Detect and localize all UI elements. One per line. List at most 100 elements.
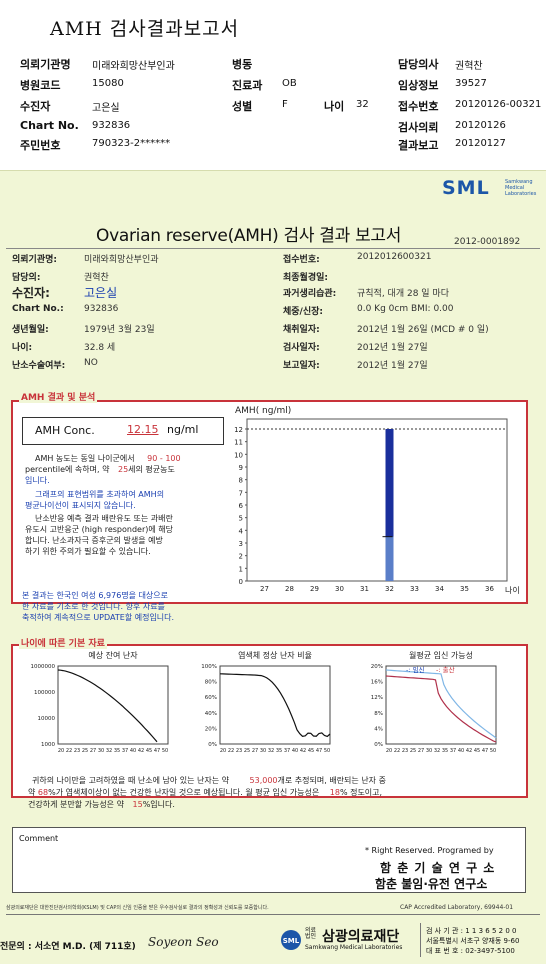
summary-e: % 정도이고, — [339, 788, 383, 797]
right-info-label-0: 접수번호: — [283, 255, 320, 265]
para3-line2: 유도시 고반응군 (high responder)에 해당 — [25, 525, 173, 534]
doctor-signature-line: 전문의 : 서소연 M.D. (제 711호) — [0, 942, 136, 952]
patient-value: 고은실 — [92, 103, 120, 114]
age-section-title: 나이에 따른 기본 자료 — [19, 636, 107, 649]
para1-pct: 25 — [117, 465, 129, 474]
ward-label: 병동 — [232, 58, 253, 71]
svg-text:SML: SML — [283, 937, 300, 945]
c1-x-tick: 45 — [146, 748, 152, 754]
c1-x-tick: 30 — [98, 748, 104, 754]
c3-x-tick: 50 — [490, 748, 496, 754]
lab-reg-no: 검 사 기 관 : 1 1 3 6 5 2 0 0 — [426, 927, 517, 935]
c2-x-tick: 32 — [268, 748, 274, 754]
summary-d: %가 염색체이상이 없는 건강한 난자일 것으로 예상됩니다. 월 평균 임신 … — [48, 788, 320, 797]
c3-plot — [385, 665, 497, 745]
para1-a: AMH 농도는 동일 나이군에서 — [35, 454, 135, 463]
footer-vertical-divider — [420, 923, 421, 957]
c1-x-tick: 42 — [138, 748, 144, 754]
amh-x-axis-label: 나이 — [505, 585, 520, 595]
institute-name-2: 함춘 불임·유전 연구소 — [375, 877, 488, 891]
c2-x-tick: 22 — [228, 748, 234, 754]
code-value: 15080 — [92, 78, 124, 89]
left-info-label-3: Chart No.: — [12, 304, 64, 314]
left-info-value-0: 미래와희망산부인과 — [84, 255, 159, 265]
amh-y-tick-label: 1 — [239, 565, 243, 573]
summary-norm: 68 — [37, 788, 49, 797]
c2-x-tick: 45 — [308, 748, 314, 754]
chart-value: 932836 — [92, 120, 131, 131]
pregnancy-curve — [385, 669, 497, 739]
c1-x-tick: 35 — [114, 748, 120, 754]
left-info-value-6: NO — [84, 358, 98, 368]
clinical-label: 임상정보 — [398, 79, 439, 92]
left-info-value-3: 932836 — [84, 304, 119, 314]
institution-value: 미래와희망산부인과 — [92, 61, 175, 72]
c1-x-tick: 47 — [154, 748, 160, 754]
c2-x-tick: 27 — [252, 748, 258, 754]
amh-note-text: 그래프의 표현범위를 초과하여 AMH의 평균나이선이 표시되지 않습니다. — [25, 489, 164, 511]
c2-x-tick: 47 — [316, 748, 322, 754]
amh-value-bar — [385, 429, 394, 537]
dept-label: 진료과 — [232, 79, 263, 92]
para4-line2: 한 자료를 기초로 한 것입니다. 향후 자료를 — [22, 602, 165, 611]
amh-y-tick-label: 7 — [239, 489, 243, 497]
c3-y-tick: 8% — [374, 711, 383, 717]
lab-phone: 대 표 번 호 : 02-3497-5100 — [426, 947, 515, 955]
c2-y-tick: 40% — [205, 711, 217, 717]
receipt-label: 접수번호 — [398, 100, 439, 113]
footer-divider — [6, 914, 540, 915]
amh-y-tick-label: 10 — [234, 451, 243, 459]
c2-x-tick: 35 — [276, 748, 282, 754]
para1-d: 입니다. — [25, 476, 50, 485]
c2-x-tick: 40 — [292, 748, 298, 754]
amh-x-tick-label: 36 — [485, 585, 494, 593]
c1-x-tick: 32 — [106, 748, 112, 754]
para3-line3: 합니다. 난소과자극 증후군의 발생을 예방 — [25, 536, 163, 545]
c2-x-tick: 42 — [300, 748, 306, 754]
foundation-name: 삼광의료재단 — [322, 929, 400, 945]
left-info-label-6: 난소수술여부: — [12, 361, 66, 371]
c3-x-tick: 30 — [426, 748, 432, 754]
institution-label: 의뢰기관명 — [20, 58, 71, 71]
amh-conc-label: AMH Conc. — [35, 424, 95, 437]
right-info-label-4: 채취일자: — [283, 325, 320, 335]
right-info-label-6: 보고일자: — [283, 361, 320, 371]
amh-x-tick-label: 34 — [435, 585, 444, 593]
amh-y-tick-label: 5 — [239, 515, 243, 523]
c3-x-tick: 42 — [466, 748, 472, 754]
amh-y-axis-label: AMH( ng/ml) — [235, 406, 291, 416]
amh-y-tick-label: 0 — [239, 578, 243, 586]
amh-plot-area — [246, 418, 508, 582]
rrn-label: 주민번호 — [20, 139, 61, 152]
para1-b: percentile에 속하며, 약 — [25, 465, 110, 474]
amh-x-tick-label: 31 — [360, 585, 369, 593]
receipt-value: 20120126-00321 — [455, 99, 542, 110]
sex-value: F — [282, 99, 288, 110]
para4-line1: 본 결과는 한국인 여성 6,976명을 대상으로 — [22, 591, 169, 600]
amh-y-tick-label: 4 — [239, 527, 244, 535]
comment-box: Comment — [12, 827, 526, 893]
c2-y-tick: 20% — [205, 726, 217, 732]
rrn-value: 790323-2****** — [92, 138, 171, 149]
logo-sub-3: Laboratories — [505, 191, 537, 197]
c3-y-tick: 0% — [374, 742, 383, 748]
institute-name-1: 함 춘 기 술 연 구 소 — [380, 861, 496, 875]
amh-x-tick-label: 29 — [310, 585, 319, 593]
summary-a: 귀하의 나이만을 고려하였을 때 난소에 남아 있는 난자는 약 — [32, 776, 229, 785]
normal-eggs-chart: 염색체 정상 난자 비율 100% 80% 60% 40% 20% 0%20 22 23 25 27… — [201, 650, 331, 754]
c1-x-tick: 37 — [122, 748, 128, 754]
report-number: 2012-0001892 — [454, 237, 521, 247]
c2-plot — [219, 665, 331, 745]
c3-y-tick: 20% — [371, 664, 383, 670]
amh-x-tick-label: 27 — [260, 585, 269, 593]
right-info-label-3: 체중/신장: — [283, 307, 324, 317]
document-title: AMH 검사결과보고서 — [50, 18, 240, 40]
patient-label: 수진자 — [20, 100, 51, 113]
left-info-label-2: 수진자: — [12, 286, 50, 300]
amh-x-tick-label: 30 — [335, 585, 344, 593]
foundation-prefix: 의료법인 — [305, 927, 317, 940]
c2-x-tick: 23 — [236, 748, 242, 754]
c3-x-tick: 47 — [482, 748, 488, 754]
amh-y-tick-label: 12 — [234, 426, 243, 434]
c2-x-tick: 25 — [244, 748, 250, 754]
